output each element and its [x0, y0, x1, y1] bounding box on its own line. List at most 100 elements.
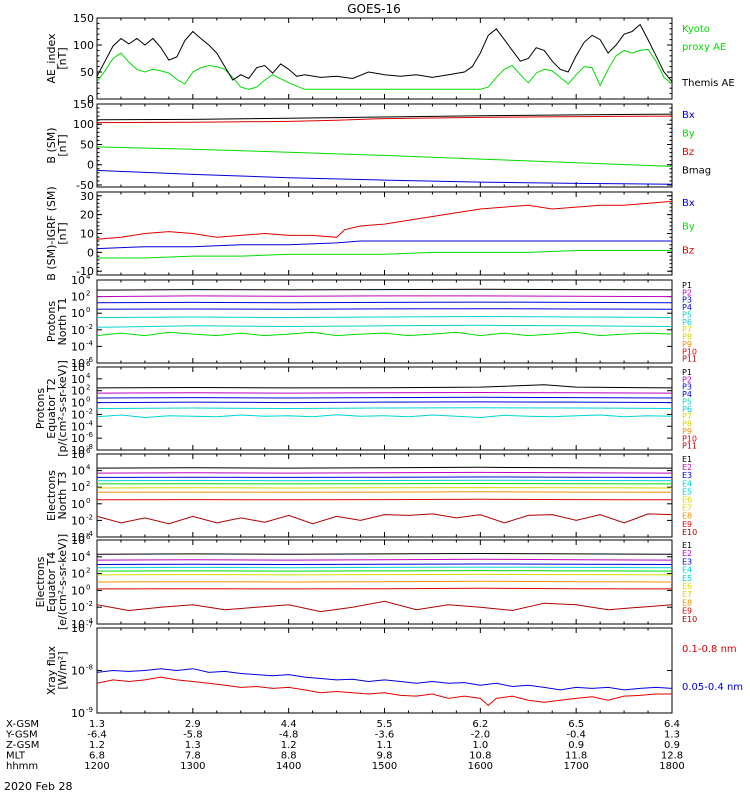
series-line	[97, 588, 672, 589]
y-tick-label: 10	[71, 584, 85, 597]
panel-frame	[97, 454, 672, 537]
orbit-value: 2.9	[185, 719, 201, 730]
series-line	[97, 317, 672, 318]
y-tick-label: 10	[71, 514, 85, 527]
orbit-value: 0.9	[664, 740, 680, 751]
y-tick-exponent: -2	[86, 513, 93, 521]
y-tick-exponent: 0	[86, 497, 90, 505]
series-line	[97, 514, 672, 524]
y-tick-label: 10	[71, 551, 85, 564]
series-line	[97, 499, 672, 500]
series-line	[97, 25, 672, 82]
orbit-value: 1.3	[664, 730, 680, 741]
orbit-value: 6.5	[568, 719, 584, 730]
orbit-value: 1.1	[377, 740, 393, 751]
y-tick-label: 10	[80, 228, 94, 241]
legend-label: E10	[682, 615, 697, 624]
series-line	[97, 415, 672, 418]
series-line	[97, 564, 672, 565]
series-line	[97, 332, 672, 335]
date-label: 2020 Feb 28	[4, 780, 72, 793]
y-tick-label: 100	[73, 39, 94, 52]
series-line	[97, 289, 672, 290]
orbit-value: -4.8	[279, 730, 299, 741]
y-axis-label: North T1	[56, 298, 69, 346]
y-tick-label: 10	[71, 448, 85, 461]
y-tick-exponent: 6	[86, 360, 91, 368]
y-axis-label: [W/m²]	[56, 651, 69, 689]
legend-label: Bz	[682, 245, 694, 256]
orbit-value: -0.4	[566, 730, 586, 741]
y-tick-label: 10	[71, 498, 85, 511]
legend-label: Kyoto	[682, 24, 710, 35]
y-tick-label: 0	[87, 159, 94, 172]
orbit-value: 10.8	[469, 751, 491, 762]
y-tick-exponent: 2	[86, 384, 90, 392]
legend-label: 0.1-0.8 nm	[682, 644, 737, 655]
y-tick-label: 10	[71, 481, 85, 494]
y-tick-label: 10	[71, 307, 85, 320]
y-tick-label: 10	[71, 465, 85, 478]
legend-label: P11	[682, 355, 697, 364]
legend-label: P11	[682, 442, 697, 451]
y-tick-label: 150	[73, 98, 94, 111]
y-axis-label: [nT]	[56, 134, 69, 156]
orbit-value: 1200	[84, 761, 109, 772]
orbit-value: 1400	[276, 761, 301, 772]
legend-label: proxy AE	[682, 42, 726, 53]
panel-frame	[97, 18, 672, 99]
orbit-value: 1500	[372, 761, 397, 772]
legend-label: By	[682, 128, 695, 139]
series-line	[97, 147, 672, 167]
orbit-value: 12.8	[661, 751, 683, 762]
legend-label: By	[682, 222, 695, 233]
y-tick-label: 10	[71, 707, 85, 720]
y-tick-label: 10	[71, 324, 85, 337]
orbit-value: 1.0	[472, 740, 488, 751]
y-tick-label: 50	[80, 66, 94, 79]
y-tick-exponent: 0	[86, 396, 90, 404]
orbit-value: 1800	[659, 761, 684, 772]
series-line	[97, 574, 672, 575]
y-tick-exponent: 0	[86, 583, 90, 591]
panel-frame	[97, 192, 672, 275]
y-tick-label: 10	[71, 601, 85, 614]
series-line	[97, 571, 672, 572]
series-line	[97, 472, 672, 473]
y-tick-exponent: -2	[86, 323, 93, 331]
orbit-value: -3.6	[375, 730, 395, 741]
series-line	[97, 309, 672, 310]
orbit-value: 6.2	[472, 719, 488, 730]
y-tick-exponent: -4	[86, 339, 94, 347]
y-tick-label: 10	[71, 408, 85, 421]
series-line	[97, 554, 672, 555]
y-tick-exponent: -6	[86, 431, 94, 439]
y-tick-label: 20	[80, 209, 94, 222]
y-tick-exponent: 2	[86, 480, 90, 488]
series-line	[97, 397, 672, 398]
orbit-value: 5.5	[377, 719, 393, 730]
y-tick-exponent: 4	[86, 550, 91, 558]
y-tick-label: 100	[73, 118, 94, 131]
y-tick-exponent: -2	[86, 407, 93, 415]
y-tick-exponent: -8	[86, 664, 93, 672]
legend-label: E10	[682, 528, 697, 537]
y-tick-label: 10	[71, 291, 85, 304]
y-tick-label: 150	[73, 12, 94, 25]
y-axis-label: [p/(cm²-s-sr-keV)]	[56, 360, 69, 457]
orbit-value: 6.8	[89, 751, 105, 762]
series-line	[97, 402, 672, 403]
orbit-value: 7.8	[185, 751, 201, 762]
y-tick-exponent: 6	[86, 447, 91, 455]
y-tick-label: 0	[87, 246, 94, 259]
